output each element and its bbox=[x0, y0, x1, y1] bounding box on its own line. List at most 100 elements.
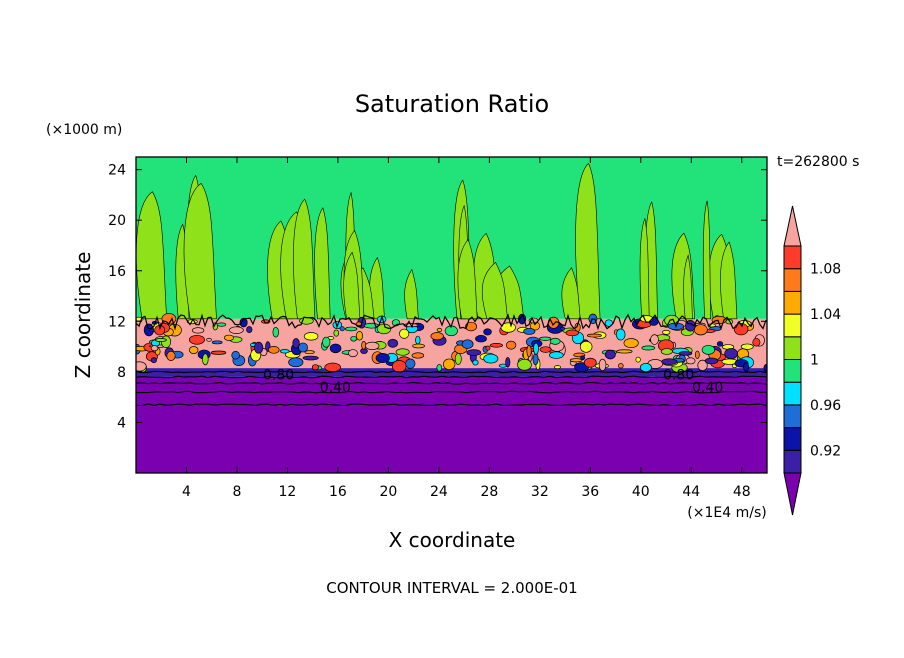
cloud-cell bbox=[580, 355, 586, 361]
cloud-cell bbox=[411, 352, 425, 359]
cloud-cell bbox=[191, 327, 205, 334]
cloud-cell bbox=[391, 360, 407, 373]
cloud-cell bbox=[526, 345, 532, 358]
cloud-cell bbox=[322, 336, 331, 348]
cloud-cell bbox=[716, 341, 724, 347]
colorbar-label: 0.92 bbox=[810, 443, 841, 459]
contour-line bbox=[136, 381, 767, 385]
cloud-cell bbox=[344, 326, 358, 332]
cloud-cell bbox=[483, 353, 499, 364]
cloud-cell bbox=[333, 329, 340, 337]
cloud-cell bbox=[523, 327, 536, 335]
upper-layer bbox=[136, 157, 767, 319]
plume-region bbox=[404, 268, 419, 320]
plume-region bbox=[683, 254, 693, 320]
x-tick-label: 4 bbox=[182, 484, 191, 500]
plume-region bbox=[561, 267, 581, 320]
cloud-cell bbox=[350, 335, 358, 342]
contour-line bbox=[136, 375, 767, 379]
time-label: t=262800 s bbox=[777, 154, 859, 170]
cloud-cell bbox=[303, 332, 319, 341]
cloud-cell bbox=[465, 321, 478, 332]
contour-interval-note: CONTOUR INTERVAL = 2.000E-01 bbox=[326, 579, 577, 597]
cloud-cell bbox=[212, 322, 218, 331]
contour-line bbox=[136, 390, 767, 394]
cloud-cell bbox=[216, 322, 227, 327]
plume-region bbox=[639, 217, 650, 320]
cloud-cell bbox=[586, 333, 602, 338]
cloud-cell bbox=[246, 326, 253, 333]
x-tick-label: 8 bbox=[232, 484, 241, 500]
cloud-cell bbox=[678, 351, 693, 356]
cloud-cell bbox=[365, 341, 380, 350]
cloud-cell bbox=[505, 357, 511, 368]
cloud-cell bbox=[339, 326, 345, 332]
cloud-cell bbox=[598, 358, 607, 372]
x-tick-label: 48 bbox=[733, 484, 751, 500]
contour-label: 0.80 bbox=[263, 367, 294, 383]
cloud-cell bbox=[485, 345, 491, 351]
plume-region bbox=[457, 239, 478, 320]
cloud-cell bbox=[150, 357, 157, 364]
cloud-cell bbox=[553, 365, 562, 370]
cloud-cell bbox=[697, 359, 708, 371]
plume-region bbox=[702, 200, 711, 320]
colorbar-bin bbox=[783, 449, 802, 474]
x-tick-label: 24 bbox=[430, 484, 448, 500]
cloud-cell bbox=[143, 323, 154, 337]
y-tick-label: 24 bbox=[108, 163, 126, 179]
cloud-cell bbox=[324, 362, 342, 373]
colorbar-label: 0.96 bbox=[810, 398, 841, 414]
cloud-cell bbox=[229, 326, 244, 334]
cloud-cell bbox=[254, 341, 264, 354]
contour-label: 0.80 bbox=[663, 367, 694, 383]
cloud-cell bbox=[395, 348, 410, 356]
cloud-cell bbox=[466, 349, 482, 356]
cloud-cell bbox=[311, 364, 320, 371]
cloud-cell bbox=[740, 343, 754, 350]
plume-region bbox=[314, 207, 331, 320]
cloud-cell bbox=[188, 346, 199, 354]
contour-line bbox=[136, 370, 767, 374]
cloud-cell bbox=[539, 336, 552, 341]
colorbar-bin bbox=[783, 205, 802, 247]
cloud-cell bbox=[724, 348, 738, 360]
x-tick-label: 32 bbox=[531, 484, 549, 500]
plume-region bbox=[720, 241, 738, 320]
plume-region bbox=[293, 198, 316, 320]
cloud-cell bbox=[752, 338, 761, 347]
cloud-cell bbox=[454, 352, 462, 365]
colorbar-bin bbox=[783, 404, 802, 429]
x-tick-label: 36 bbox=[581, 484, 599, 500]
y-axis-label: Z coordinate bbox=[71, 252, 95, 379]
cloud-cell bbox=[298, 342, 308, 353]
cloud-cell bbox=[304, 350, 315, 354]
cloud-cell bbox=[272, 326, 279, 338]
colorbar: 1.08 1.04 1 0.96 0.92 bbox=[783, 205, 841, 516]
colorbar-bin bbox=[783, 245, 802, 270]
cloud-cell bbox=[461, 339, 474, 349]
cloud-cell bbox=[533, 342, 539, 355]
plot-area: 0.800.400.800.40 bbox=[136, 157, 767, 473]
cloud-cell bbox=[231, 350, 240, 360]
plot-frame bbox=[135, 156, 768, 474]
colorbar-bin bbox=[783, 359, 802, 383]
cloud-cell bbox=[188, 334, 205, 345]
cloud-cell bbox=[436, 364, 443, 372]
cloud-cell bbox=[694, 350, 700, 359]
cloud-cell bbox=[150, 345, 159, 352]
cloud-cell bbox=[660, 348, 673, 355]
contour-label: 0.40 bbox=[320, 380, 351, 396]
cloud-cell bbox=[635, 356, 641, 363]
colorbar-label: 1 bbox=[810, 353, 819, 369]
cloud-cell bbox=[500, 322, 516, 333]
cloud-cell bbox=[154, 338, 167, 342]
y-tick-label: 12 bbox=[108, 314, 126, 330]
cloud-cell bbox=[685, 357, 696, 365]
cloud-cell bbox=[704, 357, 719, 365]
plume-region bbox=[343, 251, 361, 320]
cloud-cell bbox=[211, 340, 223, 345]
dry-layer bbox=[136, 376, 767, 473]
cloud-cell bbox=[436, 327, 443, 333]
